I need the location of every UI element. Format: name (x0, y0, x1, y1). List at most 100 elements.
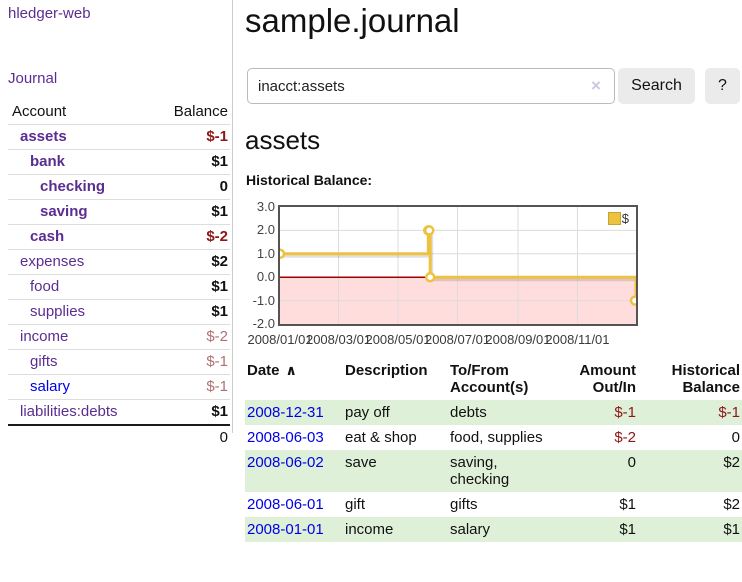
account-balance: $-2 (206, 328, 228, 345)
sidebar-account-link[interactable]: assets (20, 128, 67, 145)
sidebar-account-link[interactable]: supplies (30, 303, 86, 320)
transaction-description: gift (345, 496, 366, 513)
search-input[interactable] (247, 68, 615, 104)
accounts-total-balance: 0 (152, 424, 230, 450)
transaction-accounts: food, supplies (450, 429, 543, 446)
account-balance: $1 (211, 203, 228, 220)
transaction-balance: $2 (723, 454, 740, 471)
y-axis-tick-label: -2.0 (252, 316, 275, 331)
y-axis-tick-label: 3.0 (256, 199, 275, 214)
register-table: Date ∧ Description To/From Account(s) Amount… (245, 360, 742, 542)
register-header-row: Date ∧ Description To/From Account(s) Amount… (245, 360, 742, 400)
account-row: liabilities:debts $1 (8, 399, 230, 425)
account-row: checking 0 (8, 174, 230, 200)
transaction-amount: $1 (619, 496, 636, 513)
transaction-date-link[interactable]: 2008-06-03 (247, 429, 324, 446)
sidebar-account-link[interactable]: checking (40, 178, 106, 195)
help-button[interactable]: ? (705, 68, 740, 104)
sidebar-item-journal[interactable]: Journal (8, 70, 58, 87)
register-column-header-amount-out-in: Amount Out/In (579, 362, 636, 396)
account-row: salary $-1 (8, 374, 230, 400)
x-axis-tick-label: 2008/05/01 (365, 332, 431, 347)
y-axis-tick-label: 1.0 (256, 245, 275, 261)
balance-column-header: Balance (152, 100, 230, 125)
x-axis-tick-label: 2008/07/01 (424, 332, 491, 347)
sidebar-account-link[interactable]: income (20, 328, 69, 345)
sidebar-account-link[interactable]: bank (30, 153, 66, 170)
register-column-header-description: Description (345, 362, 428, 379)
transaction-balance: $-1 (718, 404, 740, 421)
account-row: food $1 (8, 274, 230, 300)
transaction-accounts: debts (450, 404, 487, 421)
account-balance: $-1 (206, 378, 228, 395)
transaction-accounts: salary (450, 521, 491, 538)
transaction-date-link[interactable]: 2008-01-01 (247, 521, 324, 538)
account-column-header: Account (8, 100, 153, 125)
chart-legend: $ (605, 210, 631, 227)
account-balance: $-2 (206, 228, 228, 245)
sidebar-account-link[interactable]: food (30, 278, 60, 295)
app-title-link[interactable]: hledger-web (8, 5, 91, 22)
y-axis-tick-label: 0.0 (256, 269, 275, 285)
transaction-description: pay off (345, 404, 390, 421)
sidebar-account-link[interactable]: cash (30, 228, 65, 245)
account-row: bank $1 (8, 149, 230, 175)
account-row: income $-2 (8, 324, 230, 350)
account-balance: $1 (211, 278, 228, 295)
account-balance: $1 (211, 403, 228, 420)
account-row: supplies $1 (8, 299, 230, 325)
sort-asc-icon: ∧ (285, 362, 297, 378)
transaction-description: income (345, 521, 394, 538)
account-row: gifts $-1 (8, 349, 230, 375)
account-balance: $2 (211, 253, 228, 270)
account-row: saving $1 (8, 199, 230, 225)
chart-canvas (280, 207, 636, 324)
sidebar-account-link[interactable]: expenses (20, 253, 85, 270)
x-axis-tick-label: 2008/01/01 (247, 332, 313, 347)
current-account-heading: assets (245, 125, 321, 155)
transaction-balance: 0 (731, 429, 740, 446)
transaction-amount: $-2 (614, 429, 636, 446)
clear-search-icon[interactable]: × (591, 76, 601, 95)
account-balance: $-1 (206, 353, 228, 370)
sidebar-account-link[interactable]: salary (30, 378, 71, 395)
register-row: 2008-01-01 income salary $1 $1 (245, 517, 742, 542)
page-title: sample.journal (245, 2, 460, 39)
transaction-date-link[interactable]: 2008-12-31 (247, 404, 324, 421)
sidebar-account-link[interactable]: saving (40, 203, 88, 220)
register-column-header-historical-balance: Historical Balance (671, 362, 740, 396)
legend-swatch-icon (607, 212, 621, 225)
sidebar-account-link[interactable]: gifts (30, 353, 58, 370)
register-row: 2008-06-01 gift gifts $1 $2 (245, 492, 742, 517)
y-axis-tick-label: -1.0 (252, 292, 275, 308)
sidebar-divider (232, 0, 233, 433)
transaction-description: save (345, 454, 377, 471)
register-table-body: 2008-12-31 pay off debts $-1 $-1 2008-06-03 ea… (245, 400, 742, 542)
search-button[interactable]: Search (618, 68, 695, 104)
transaction-balance: $2 (723, 496, 740, 513)
transaction-balance: $1 (723, 521, 740, 538)
balance-chart: $ 3.0 2.0 1.0 0.0 -1.0 -2.0 2008/01/01 2008/03/… (245, 198, 742, 347)
transaction-date-link[interactable]: 2008-06-01 (247, 496, 324, 513)
sidebar-account-link[interactable]: liabilities:debts (20, 403, 118, 420)
transaction-accounts: gifts (450, 496, 478, 513)
transaction-accounts: saving, checking (450, 454, 510, 488)
account-balance: $-1 (206, 128, 228, 145)
transaction-amount: 0 (627, 454, 636, 471)
register-row: 2008-06-03 eat & shop food, supplies $-2 0 (245, 425, 742, 450)
accounts-table-body: assets $-1 bank $1 checking 0 saving $1 cash $-2 e… (8, 125, 230, 450)
x-axis-tick-label: 2008/03/01 (305, 332, 372, 347)
register-column-header-date[interactable]: Date ∧ (247, 362, 297, 379)
transaction-amount: $-1 (614, 404, 636, 421)
chart-plot-area[interactable]: $ (278, 205, 638, 326)
transaction-date-link[interactable]: 2008-06-02 (247, 454, 324, 471)
register-row: 2008-06-02 save saving, checking 0 $2 (245, 450, 742, 492)
register-row: 2008-12-31 pay off debts $-1 $-1 (245, 400, 742, 425)
accounts-total-row: 0 (8, 424, 230, 450)
transaction-description: eat & shop (345, 429, 417, 446)
account-balance: $1 (211, 153, 228, 170)
account-balance: $1 (211, 303, 228, 320)
account-balance: 0 (219, 178, 228, 195)
transaction-amount: $1 (619, 521, 636, 538)
